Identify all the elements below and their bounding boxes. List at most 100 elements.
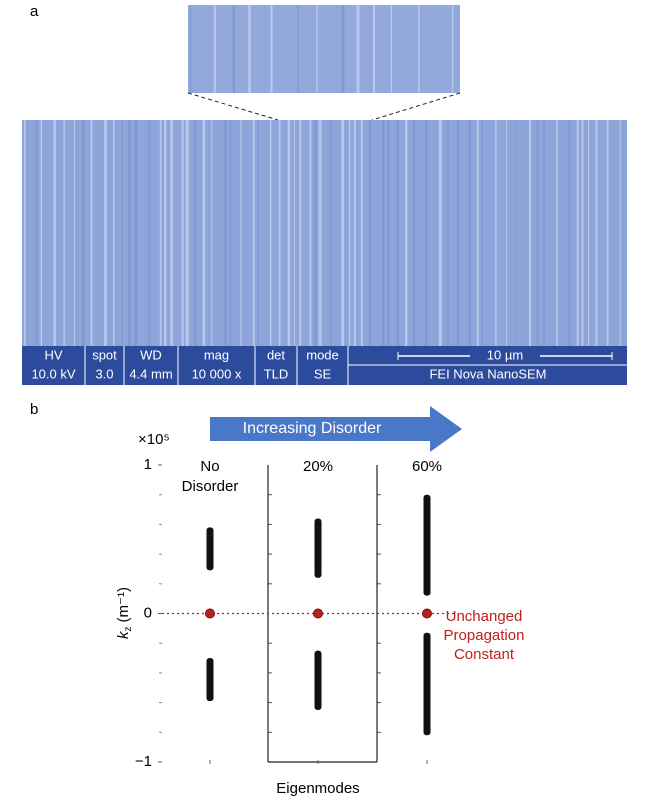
stripe [372,5,376,93]
stripe [382,120,385,346]
stripe [213,5,216,93]
stripe [73,120,76,346]
eigenmode-band [423,494,431,596]
x-axis-label: Eigenmodes [276,780,359,797]
eigenmode-band [423,632,431,736]
stripe [387,120,390,346]
stripe [113,120,115,346]
chart: b Increasing Disorder ×10⁵ −1 0 1 kz (m⁻¹) No Dis… [30,401,524,797]
stripe [495,120,497,346]
mode-point [205,608,215,619]
y-tick-label: −1 [135,753,152,770]
arrow-text: Increasing Disorder [243,420,382,437]
stripe [536,120,539,346]
stripe [35,120,38,346]
stripe [314,120,317,346]
category-label: No Disorder [182,458,239,495]
stripe [104,120,107,346]
info-cells: HV 10.0 kV spot 3.0 WD 4.4 mm mag 10 000 x det TL… [31,346,627,385]
panel-label: a [30,3,39,20]
stripe [194,120,197,346]
info-value: 3.0 [95,366,113,381]
stripe [481,120,483,346]
stripe [543,120,545,346]
stripe [63,120,65,346]
stripe [318,120,322,346]
inset-stripes [190,5,454,93]
sem-image [22,120,627,346]
stripe [515,120,517,346]
stripe [248,5,251,93]
stripe [369,120,372,346]
stripe [447,120,450,346]
stripe [278,120,281,346]
stripe [232,5,235,93]
stripe [299,120,302,346]
stripe [476,120,479,346]
instrument: FEI Nova NanoSEM [429,366,546,381]
mode-point [422,608,432,619]
scale-label: 10 µm [487,347,523,362]
category-label: 20% [303,458,333,475]
stripe [619,120,621,346]
stripe [82,120,85,346]
stripe [297,5,299,93]
stripe [224,120,227,346]
annotation: Unchanged [446,608,523,625]
stripe [418,5,420,93]
info-header: spot [92,347,117,362]
stripe [468,120,471,346]
y-axis-label-part: z [123,626,134,631]
eigenmode-band [314,650,322,711]
info-header: HV [44,347,62,362]
stripe [506,120,508,346]
stripe [341,5,345,93]
arrow [210,406,462,452]
stripe [40,120,42,346]
stripe [309,120,312,346]
stripe [202,120,206,346]
stripe [190,5,192,93]
stripe [606,120,609,346]
stripe [159,120,162,346]
stripe [353,120,356,346]
stripe [185,120,189,346]
stripe [170,120,174,346]
info-header: WD [140,347,162,362]
stripe [257,120,259,346]
info-value: TLD [264,366,289,381]
stripe [588,120,590,346]
stripe [568,120,571,346]
info-header: det [267,347,285,362]
stripe [164,120,167,346]
stripe [413,120,416,346]
eigenmode-band [314,518,322,578]
mode-point [313,608,323,619]
zoom-line [371,92,461,121]
stripe [24,120,26,346]
stripe [229,120,232,346]
stripe [456,120,459,346]
info-value: SE [314,366,332,381]
sem-panel: a HV 10.0 kV spot 3.0 WD 4.4 mm mag 10 000 x det… [22,3,627,385]
stripe [121,120,123,346]
stripe [425,120,428,346]
stripe [181,120,184,346]
zoom-line [187,92,279,121]
stripe [148,120,151,346]
stripe [348,120,351,346]
stripe [270,5,273,93]
y-axis-label-part: (m⁻¹) [115,587,132,622]
info-header: mag [204,347,229,362]
y-tick-label: 1 [144,456,152,473]
stripe [438,120,442,346]
panel-label: b [30,401,38,418]
sem-stripes [24,120,621,346]
eigenmode-band [206,658,214,702]
stripe [595,120,598,346]
stripe [451,5,454,93]
y-multiplier: ×10⁵ [138,431,170,448]
stripe [581,120,584,346]
y-axis-label: kz (m⁻¹) [115,587,134,639]
